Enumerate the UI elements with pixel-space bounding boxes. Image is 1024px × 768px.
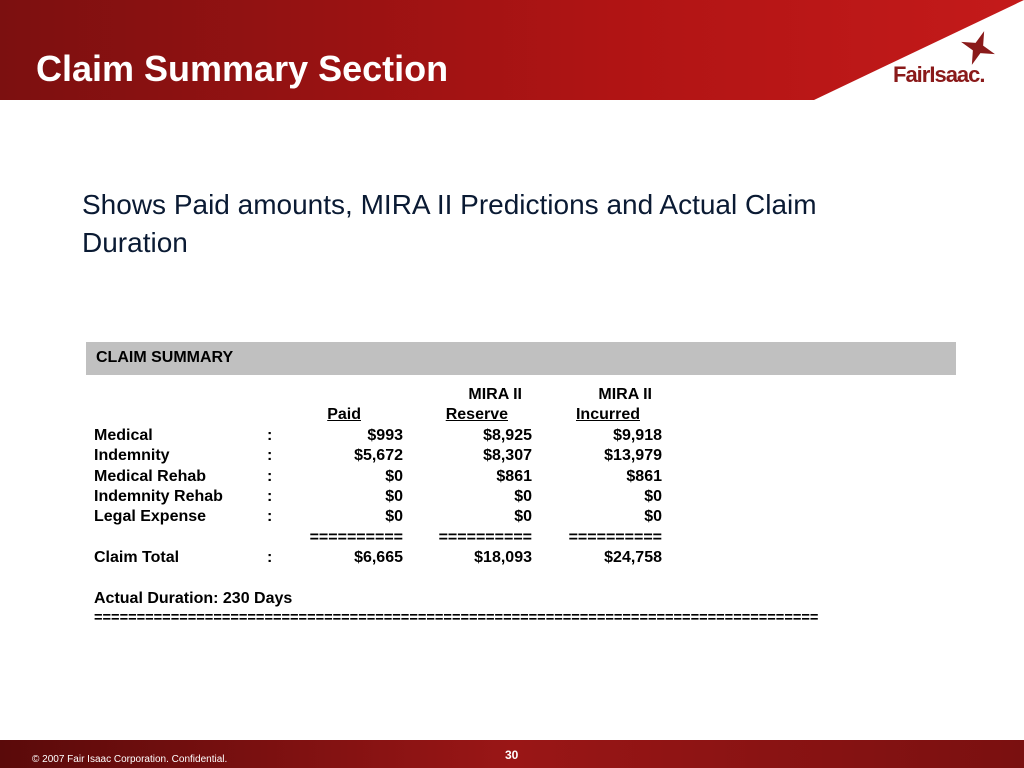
separator: ========== <box>568 528 662 546</box>
row-label: Medical <box>94 426 153 444</box>
logo-text: FairIsaac. <box>893 62 986 87</box>
table-title: CLAIM SUMMARY <box>96 349 234 366</box>
total-value: $24,758 <box>604 549 662 567</box>
row-label: Indemnity Rehab <box>94 488 223 505</box>
row-value: $861 <box>626 467 662 485</box>
footer-band <box>0 740 1024 768</box>
row-colon: : <box>267 467 273 485</box>
row-value: $9,918 <box>613 426 662 444</box>
row-colon: : <box>267 447 273 465</box>
column-header: MIRA II <box>468 386 522 403</box>
page-number: 30 <box>505 748 519 762</box>
row-value: $0 <box>644 488 662 505</box>
row-value: $0 <box>514 488 532 505</box>
row-value: $13,979 <box>604 447 662 465</box>
row-colon: : <box>267 426 273 444</box>
column-header: Paid <box>327 406 361 424</box>
row-value: $5,672 <box>354 447 403 465</box>
slide-title: Claim Summary Section <box>36 48 449 89</box>
row-label: Medical Rehab <box>94 467 207 485</box>
row-label: Indemnity <box>94 447 170 465</box>
row-value: $8,925 <box>483 426 532 444</box>
table-title-bar <box>86 342 956 375</box>
row-colon: : <box>267 508 273 526</box>
total-value: $18,093 <box>474 549 532 567</box>
total-label: Claim Total <box>94 549 180 567</box>
row-value: $0 <box>514 508 532 526</box>
row-value: $0 <box>385 488 403 505</box>
column-header: Incurred <box>575 406 640 424</box>
row-value: $0 <box>385 467 403 485</box>
row-value: $8,307 <box>483 447 532 465</box>
total-colon: : <box>267 549 273 567</box>
column-header: MIRA II <box>598 386 652 403</box>
separator: ========== <box>309 528 403 546</box>
row-label: Legal Expense <box>94 508 207 526</box>
row-value: $993 <box>367 426 403 444</box>
logo-icon <box>961 31 995 65</box>
total-value: $6,665 <box>354 549 403 567</box>
duration: Actual Duration: 230 Days <box>94 590 293 607</box>
separator: ========== <box>438 528 532 546</box>
rule: ========================================… <box>94 610 819 627</box>
body-text: Shows Paid amounts, MIRA II Predictions … <box>82 189 817 258</box>
row-colon: : <box>267 488 273 505</box>
row-value: $0 <box>385 508 403 526</box>
row-value: $0 <box>644 508 662 526</box>
column-header: Reserve <box>445 406 508 424</box>
copyright: © 2007 Fair Isaac Corporation. Confident… <box>32 754 228 765</box>
row-value: $861 <box>496 467 532 485</box>
